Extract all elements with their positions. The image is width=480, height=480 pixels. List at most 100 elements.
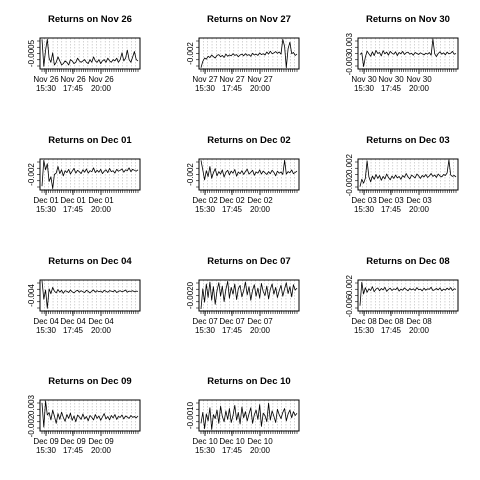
x-tick-time: 17:45 [222,446,243,455]
x-tick-time: 17:45 [63,84,84,93]
x-tick-date: Dec 10 [219,437,245,446]
x-tick-date: Dec 04 [88,317,114,326]
y-tick-label: -0.002 [27,163,36,186]
returns-line [201,403,297,429]
x-tick-date: Dec 02 [219,196,245,205]
x-tick-time: 17:45 [381,84,402,93]
chart-title: Returns on Dec 03 [366,135,449,146]
returns-line [42,281,138,309]
chart-title: Returns on Nov 26 [48,14,132,25]
chart-title: Returns on Dec 02 [207,135,290,146]
returns-line [42,160,138,188]
chart-title: Returns on Dec 10 [207,376,290,387]
x-tick-date: Dec 10 [192,437,218,446]
x-tick-time: 15:30 [36,326,57,335]
y-tick-label: -0.006 [345,294,354,317]
y-tick-label: 0.002 [345,274,354,295]
x-tick-date: Nov 27 [219,75,245,84]
x-tick-date: Nov 26 [33,75,59,84]
x-tick-date: Dec 03 [378,196,404,205]
x-tick-time: 15:30 [354,84,375,93]
x-tick-time: 17:45 [381,326,402,335]
chart-title: Returns on Dec 01 [48,135,132,146]
chart-title: Returns on Dec 09 [48,376,131,387]
x-tick-date: Nov 30 [378,75,404,84]
y-tick-label: -0.004 [27,284,36,307]
y-tick-label: -0.003 [345,52,354,75]
x-tick-time: 17:45 [381,205,402,214]
x-tick-date: Dec 07 [192,317,218,326]
chart-title: Returns on Dec 07 [207,256,290,267]
plot-frame [358,280,458,311]
returns-line [201,39,297,67]
returns-line [42,401,138,427]
returns-line [360,282,456,305]
x-tick-time: 15:30 [195,446,216,455]
x-tick-time: 15:30 [36,205,57,214]
x-tick-date: Nov 27 [192,75,218,84]
x-tick-date: Nov 26 [60,75,86,84]
x-tick-date: Dec 02 [192,196,218,205]
x-tick-time: 17:45 [63,205,84,214]
returns-line [201,281,297,309]
returns-line [42,39,138,66]
x-tick-date: Dec 03 [406,196,432,205]
x-tick-date: Dec 04 [33,317,59,326]
y-tick-label: -0.002 [186,163,195,186]
x-tick-time: 17:45 [63,326,84,335]
x-tick-date: Nov 30 [351,75,377,84]
x-tick-date: Dec 04 [60,317,86,326]
x-tick-date: Dec 07 [219,317,245,326]
y-tick-label: -0.002 [345,173,354,196]
x-tick-date: Nov 30 [406,75,432,84]
returns-line [360,160,456,187]
x-tick-time: 17:45 [222,205,243,214]
x-tick-time: 20:00 [91,84,112,93]
x-tick-date: Dec 01 [60,196,86,205]
y-tick-label: -0.0010 [186,401,195,429]
x-tick-time: 15:30 [195,84,216,93]
x-tick-time: 17:45 [222,84,243,93]
x-tick-time: 17:45 [63,446,84,455]
x-tick-time: 20:00 [91,446,112,455]
y-tick-label: -0.0005 [27,39,36,67]
x-tick-date: Nov 26 [88,75,114,84]
x-tick-time: 15:30 [195,205,216,214]
y-tick-label: -0.002 [186,42,195,65]
x-tick-time: 20:00 [250,326,271,335]
x-tick-time: 15:30 [195,326,216,335]
y-tick-label: 0.003 [345,32,354,53]
y-tick-label: -0.0020 [186,281,195,309]
y-tick-label: 0.002 [345,153,354,174]
x-tick-date: Dec 01 [33,196,59,205]
returns-line [201,160,297,180]
x-tick-time: 20:00 [91,326,112,335]
x-tick-time: 20:00 [91,205,112,214]
chart-title: Returns on Dec 08 [366,256,449,267]
x-tick-date: Dec 10 [247,437,273,446]
x-tick-time: 15:30 [354,205,375,214]
x-tick-date: Nov 27 [247,75,273,84]
x-tick-time: 20:00 [250,446,271,455]
x-tick-time: 20:00 [409,84,430,93]
chart-title: Returns on Nov 27 [207,14,291,25]
x-tick-time: 20:00 [409,205,430,214]
x-tick-date: Dec 09 [60,437,86,446]
x-tick-date: Dec 07 [247,317,273,326]
x-tick-time: 20:00 [409,326,430,335]
x-tick-date: Dec 08 [351,317,377,326]
returns-line [360,39,456,67]
x-tick-time: 15:30 [36,446,57,455]
x-tick-time: 20:00 [250,84,271,93]
plot-frame [40,280,140,311]
x-tick-date: Dec 08 [378,317,404,326]
